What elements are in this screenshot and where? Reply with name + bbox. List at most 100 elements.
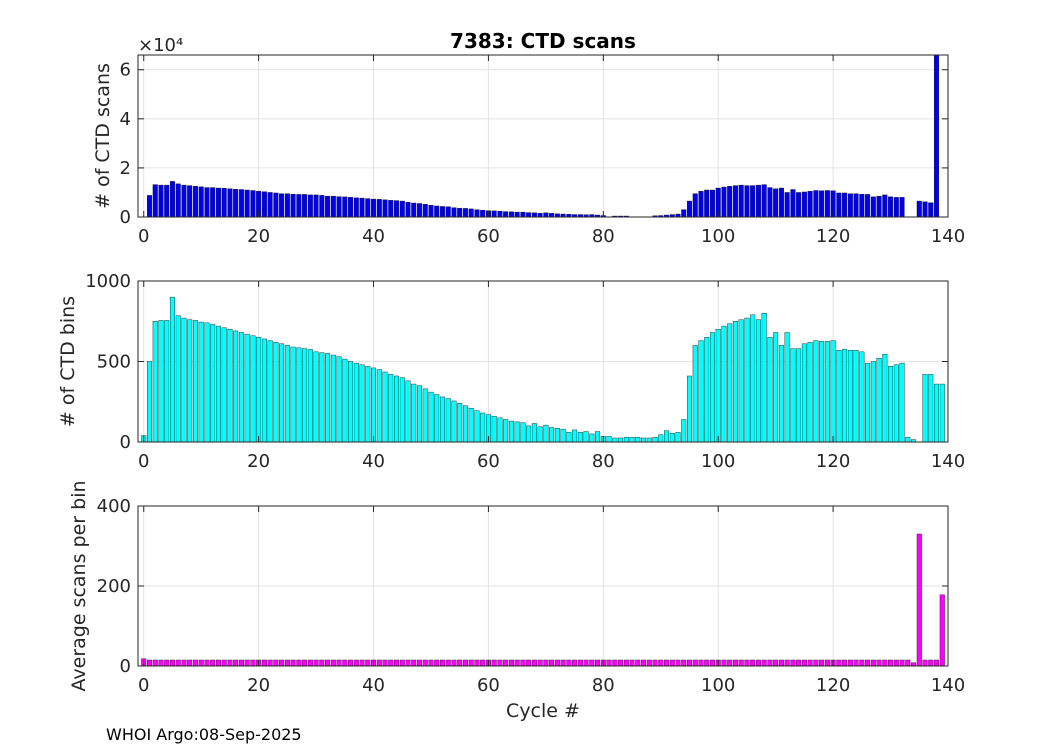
y-tick-label: 400 [97, 496, 131, 517]
bar [152, 659, 158, 667]
bar [319, 659, 325, 667]
bar [261, 659, 267, 667]
bar [876, 358, 882, 443]
bar [388, 374, 394, 443]
bar [577, 432, 583, 443]
bar [589, 433, 595, 443]
bar [313, 351, 319, 443]
bar [273, 192, 279, 218]
bar [526, 659, 532, 667]
x-tick-label: 0 [138, 226, 149, 247]
bar [819, 659, 825, 667]
bar [210, 324, 216, 443]
bar [807, 191, 813, 218]
bar [704, 189, 710, 218]
bar [238, 189, 244, 218]
bar [215, 325, 221, 443]
bar [480, 412, 486, 443]
bar [503, 211, 509, 218]
bar [606, 659, 612, 667]
x-tick-label: 120 [816, 451, 850, 472]
bar [738, 319, 744, 443]
bar [641, 659, 647, 667]
bar [146, 659, 152, 667]
bar [589, 659, 595, 667]
bar [267, 659, 273, 667]
bar [330, 195, 336, 218]
bar [641, 437, 647, 443]
bar [175, 659, 181, 667]
bar [382, 199, 388, 218]
bar [307, 659, 313, 667]
bar [359, 197, 365, 218]
bar [738, 184, 744, 218]
bar [284, 193, 290, 218]
bar [853, 350, 859, 443]
bar [652, 436, 658, 443]
bar [520, 211, 526, 218]
bar [405, 659, 411, 667]
bar [474, 659, 480, 667]
bar [508, 211, 514, 218]
bar [618, 659, 624, 667]
bar [934, 54, 940, 218]
bar [497, 659, 503, 667]
bar [939, 383, 945, 443]
bar [554, 428, 560, 443]
bar [773, 659, 779, 667]
x-tick-label: 140 [931, 451, 965, 472]
bar [778, 345, 784, 443]
bar [819, 341, 825, 443]
bar [394, 659, 400, 667]
bar [152, 321, 158, 443]
bar [928, 374, 934, 443]
bar [325, 353, 331, 443]
bar [899, 197, 905, 218]
bar [158, 320, 164, 443]
bar [761, 659, 767, 667]
bar [348, 197, 354, 218]
bar [859, 351, 865, 443]
bar [353, 197, 359, 218]
bar [629, 436, 635, 443]
bar [675, 659, 681, 667]
bar [847, 193, 853, 218]
bar [727, 186, 733, 218]
bar [434, 659, 440, 667]
x-tick-label: 120 [816, 675, 850, 696]
bar [692, 193, 698, 218]
bar [405, 202, 411, 218]
x-tick-label: 100 [701, 451, 735, 472]
bar [761, 313, 767, 443]
y-tick-label: 200 [97, 576, 131, 597]
bar [382, 371, 388, 443]
bar [508, 659, 514, 667]
bar [376, 199, 382, 218]
bar [416, 203, 422, 218]
bar [865, 659, 871, 667]
bar [543, 212, 549, 218]
bar [233, 330, 239, 443]
bar [577, 659, 583, 667]
bar [198, 659, 204, 667]
bar [181, 317, 187, 443]
bar [416, 659, 422, 667]
bar [784, 332, 790, 443]
bar [399, 200, 405, 218]
bar [411, 659, 417, 667]
bar [686, 375, 692, 443]
bar [371, 367, 377, 443]
bar [560, 428, 566, 443]
bar [388, 659, 394, 667]
bar [773, 332, 779, 443]
x-tick-label: 40 [362, 675, 385, 696]
bar [169, 181, 175, 218]
bar [888, 659, 894, 667]
bar [767, 659, 773, 667]
bar [709, 659, 715, 667]
bar [267, 192, 273, 218]
bar [836, 659, 842, 667]
bar [462, 405, 468, 443]
bar [192, 659, 198, 667]
bar [250, 190, 256, 218]
